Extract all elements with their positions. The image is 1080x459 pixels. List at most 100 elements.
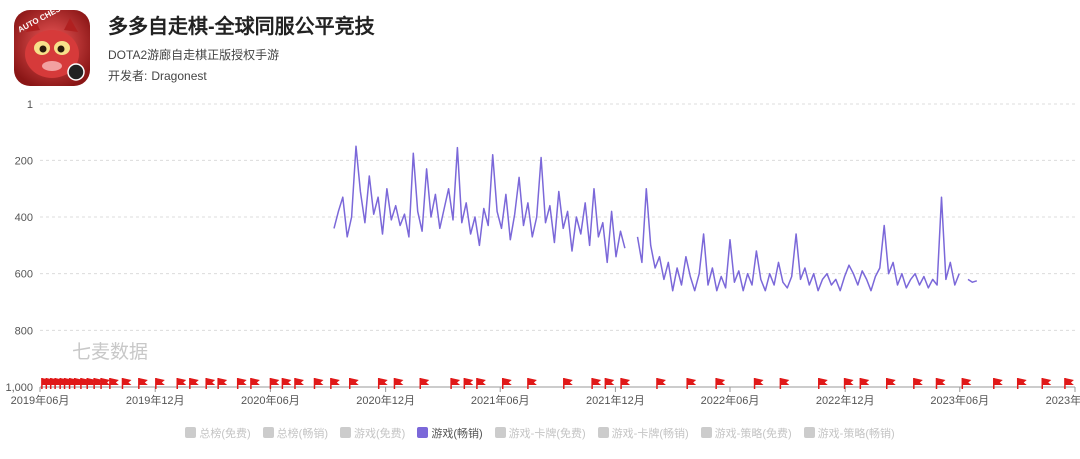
event-flag[interactable] <box>377 378 388 389</box>
x-tick-label: 2020年06月 <box>241 393 300 407</box>
event-flag[interactable] <box>818 378 828 389</box>
app-subtitle: DOTA2游廊自走棋正版授权手游 <box>108 48 280 62</box>
event-flag[interactable] <box>121 378 132 389</box>
rank-chart[interactable]: 1 200 400 600 800 1,000 2019年06月 2019年12月 2020年… <box>0 0 1080 420</box>
event-flag[interactable] <box>913 378 923 389</box>
event-flag[interactable] <box>100 378 111 389</box>
series-line <box>333 145 978 292</box>
event-flag[interactable] <box>886 378 896 389</box>
legend-swatch <box>494 427 506 438</box>
event-flag[interactable] <box>563 378 573 389</box>
x-tick-label: 2023年06月 <box>930 393 989 407</box>
app-developer: 开发者: Dragonest <box>108 67 207 84</box>
event-flag[interactable] <box>1041 378 1052 389</box>
x-tick-label: 2020年12月 <box>356 393 415 407</box>
event-flag[interactable] <box>463 378 474 389</box>
x-tick-label: 2021年12月 <box>586 393 645 407</box>
event-flag[interactable] <box>715 378 726 389</box>
event-flag[interactable] <box>189 378 199 389</box>
y-tick-label: 400 <box>15 212 33 224</box>
event-flag[interactable] <box>330 378 340 389</box>
legend-label: 总榜(免费) <box>199 428 251 440</box>
event-flag[interactable] <box>419 378 430 389</box>
legend-label: 游戏(畅销) <box>431 428 483 440</box>
app-header: AUTO CHESS 多多自走棋-全球同服公平竞技 DOTA2游廊自走棋正版授权… <box>12 8 1072 88</box>
event-flag[interactable] <box>656 378 666 389</box>
event-flag[interactable] <box>501 378 512 389</box>
x-tick-label: 2023年12月 <box>1046 393 1080 407</box>
event-flag[interactable] <box>993 378 1003 389</box>
y-tick-label: 1 <box>27 99 33 111</box>
event-flag[interactable] <box>935 378 946 389</box>
developer-label: 开发者: <box>108 69 148 83</box>
legend-swatch <box>803 427 815 438</box>
legend-item[interactable]: 总榜(免费) <box>185 425 251 441</box>
legend-label: 游戏-卡牌(免费) <box>508 428 586 440</box>
y-tick-label: 800 <box>15 325 33 337</box>
event-flag[interactable] <box>859 378 870 389</box>
legend-item[interactable]: 游戏-卡牌(免费) <box>494 425 586 441</box>
event-flag[interactable] <box>476 378 486 389</box>
legend-item[interactable]: 游戏-卡牌(畅销) <box>597 425 689 441</box>
event-flag[interactable] <box>620 378 631 389</box>
developer-name: Dragonest <box>151 69 207 83</box>
app-icon-graphic: AUTO CHESS <box>14 10 90 86</box>
event-flag[interactable] <box>217 378 228 389</box>
x-tick-label: 2019年06月 <box>11 393 70 407</box>
legend-swatch <box>417 427 429 438</box>
event-flag[interactable] <box>250 378 260 389</box>
event-flag[interactable] <box>348 378 359 389</box>
legend-swatch <box>185 427 197 438</box>
legend-item[interactable]: 游戏(免费) <box>340 425 405 441</box>
event-flag[interactable] <box>205 378 216 389</box>
event-flag[interactable] <box>961 378 972 389</box>
y-axis: 1 200 400 600 800 1,000 <box>5 99 33 394</box>
legend-swatch <box>262 427 274 438</box>
app-title: 多多自走棋-全球同服公平竞技 <box>108 16 375 38</box>
event-flag[interactable] <box>236 378 247 389</box>
event-flag[interactable] <box>138 378 148 389</box>
legend-label: 游戏-策略(畅销) <box>817 428 895 440</box>
watermark: 七麦数据 <box>72 341 148 363</box>
event-flag[interactable] <box>281 378 292 389</box>
event-flag[interactable] <box>527 378 537 389</box>
x-tick-label: 2019年12月 <box>126 393 185 407</box>
event-flag[interactable] <box>843 378 854 389</box>
legend-item[interactable]: 游戏-策略(免费) <box>700 425 792 441</box>
event-flag[interactable] <box>155 378 165 389</box>
event-flag[interactable] <box>109 378 119 389</box>
event-flag[interactable] <box>591 378 602 389</box>
event-flag[interactable] <box>176 378 187 389</box>
legend-swatch <box>597 427 609 438</box>
series-layer <box>333 145 978 292</box>
event-flag[interactable] <box>686 378 697 389</box>
legend-label: 游戏-策略(免费) <box>714 428 792 440</box>
chart-legend: 总榜(免费) 总榜(畅销) 游戏(免费) 游戏(畅销) 游戏-卡牌(免费) 游戏-卡牌(畅… <box>0 425 1080 441</box>
legend-item[interactable]: 游戏(畅销) <box>417 425 483 441</box>
y-tick-label: 200 <box>15 155 33 167</box>
event-flag[interactable] <box>393 378 404 389</box>
event-flag[interactable] <box>604 378 615 389</box>
legend-swatch <box>700 427 712 438</box>
event-flag[interactable] <box>1016 378 1027 389</box>
event-flags <box>41 378 1074 389</box>
event-flag[interactable] <box>753 378 764 389</box>
event-flag[interactable] <box>450 378 461 389</box>
event-flag[interactable] <box>1064 378 1074 389</box>
x-axis: 2019年06月 2019年12月 2020年06月 2020年12月 2021年06月… <box>11 387 1080 407</box>
x-tick-label: 2021年06月 <box>471 393 530 407</box>
event-flag[interactable] <box>313 378 324 389</box>
event-flag[interactable] <box>779 378 790 389</box>
chart-grid <box>40 103 1075 388</box>
legend-item[interactable]: 总榜(畅销) <box>262 425 328 441</box>
x-tick-label: 2022年06月 <box>701 393 760 407</box>
x-tick-label: 2022年12月 <box>816 393 875 407</box>
legend-label: 游戏(免费) <box>354 428 406 440</box>
event-flag[interactable] <box>294 378 304 389</box>
y-tick-label: 600 <box>15 269 33 281</box>
legend-label: 游戏-卡牌(畅销) <box>611 428 689 440</box>
legend-swatch <box>340 427 351 438</box>
legend-item[interactable]: 游戏-策略(畅销) <box>803 425 895 441</box>
app-icon: AUTO CHESS <box>14 10 90 86</box>
event-flag[interactable] <box>269 378 280 389</box>
